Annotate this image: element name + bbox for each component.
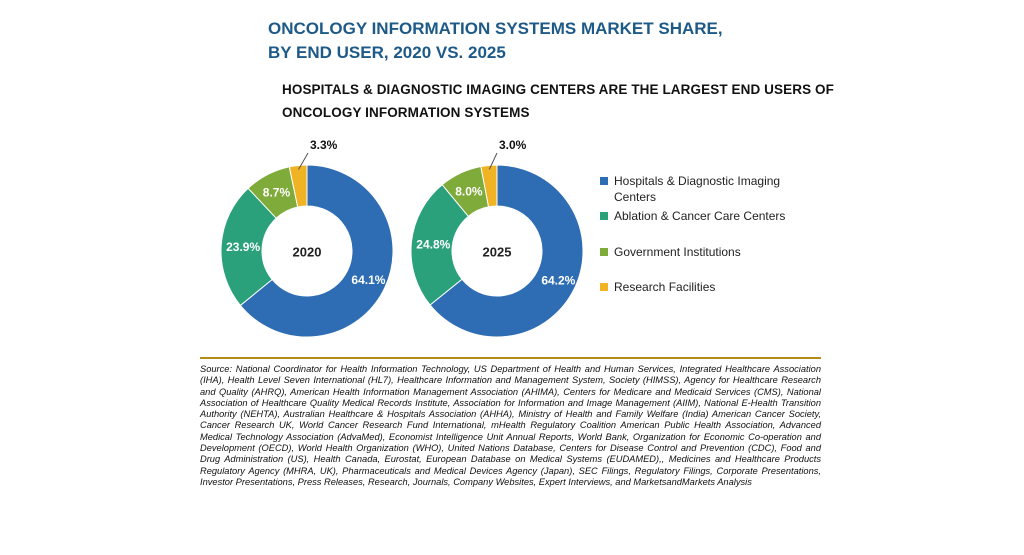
legend-label-research: Research Facilities bbox=[614, 280, 716, 294]
center-label-2020: 2020 bbox=[293, 245, 322, 260]
chart-title-line-2: BY END USER, 2020 VS. 2025 bbox=[268, 43, 506, 62]
center-label-2025: 2025 bbox=[483, 245, 512, 260]
legend-swatch-research bbox=[600, 283, 608, 291]
legend-label-hospitals-line-2: Centers bbox=[614, 190, 657, 204]
chart-subtitle-line-2: ONCOLOGY INFORMATION SYSTEMS bbox=[282, 105, 530, 120]
legend-item-hospitals: Hospitals & Diagnostic Imaging Centers bbox=[600, 173, 780, 205]
slice-2025-ablation bbox=[410, 184, 470, 306]
leader-line-2025-research bbox=[488, 152, 498, 170]
data-label-2025-ablation: 24.8% bbox=[416, 238, 450, 252]
legend-label-hospitals: Hospitals & Diagnostic Imaging Centers bbox=[614, 173, 780, 205]
data-label-2020-research: 3.3% bbox=[310, 138, 338, 152]
legend-label-government: Government Institutions bbox=[614, 245, 741, 259]
legend-item-ablation: Ablation & Cancer Care Centers bbox=[600, 208, 785, 224]
chart-title: ONCOLOGY INFORMATION SYSTEMS MARKET SHAR… bbox=[268, 17, 723, 65]
legend-item-government: Government Institutions bbox=[600, 244, 741, 260]
slice-2020-hospitals bbox=[239, 164, 394, 338]
legend-swatch-hospitals bbox=[600, 177, 608, 185]
legend-item-research: Research Facilities bbox=[600, 279, 715, 295]
data-label-2025-government: 8.0% bbox=[455, 184, 483, 198]
data-label-2025-research: 3.0% bbox=[499, 138, 527, 152]
slice-2025-hospitals bbox=[429, 164, 584, 338]
legend-swatch-ablation bbox=[600, 212, 608, 220]
leader-line-2020-research bbox=[298, 152, 309, 170]
slice-2025-research bbox=[480, 164, 498, 208]
legend-label-hospitals-line-1: Hospitals & Diagnostic Imaging bbox=[614, 174, 781, 188]
slice-2020-research bbox=[288, 164, 308, 208]
source-divider bbox=[200, 357, 821, 359]
data-label-2025-hospitals: 64.2% bbox=[541, 273, 575, 287]
source-note: Source: National Coordinator for Health … bbox=[200, 364, 821, 487]
data-label-2020-ablation: 23.9% bbox=[226, 240, 260, 254]
chart-subtitle: HOSPITALS & DIAGNOSTIC IMAGING CENTERS A… bbox=[282, 78, 834, 124]
legend-swatch-government bbox=[600, 248, 608, 256]
data-label-2020-hospitals: 64.1% bbox=[351, 273, 385, 287]
chart-subtitle-line-1: HOSPITALS & DIAGNOSTIC IMAGING CENTERS A… bbox=[282, 82, 834, 97]
legend-label-ablation: Ablation & Cancer Care Centers bbox=[614, 209, 786, 223]
data-label-2020-government: 8.7% bbox=[263, 185, 291, 199]
chart-title-line-1: ONCOLOGY INFORMATION SYSTEMS MARKET SHAR… bbox=[268, 19, 723, 38]
